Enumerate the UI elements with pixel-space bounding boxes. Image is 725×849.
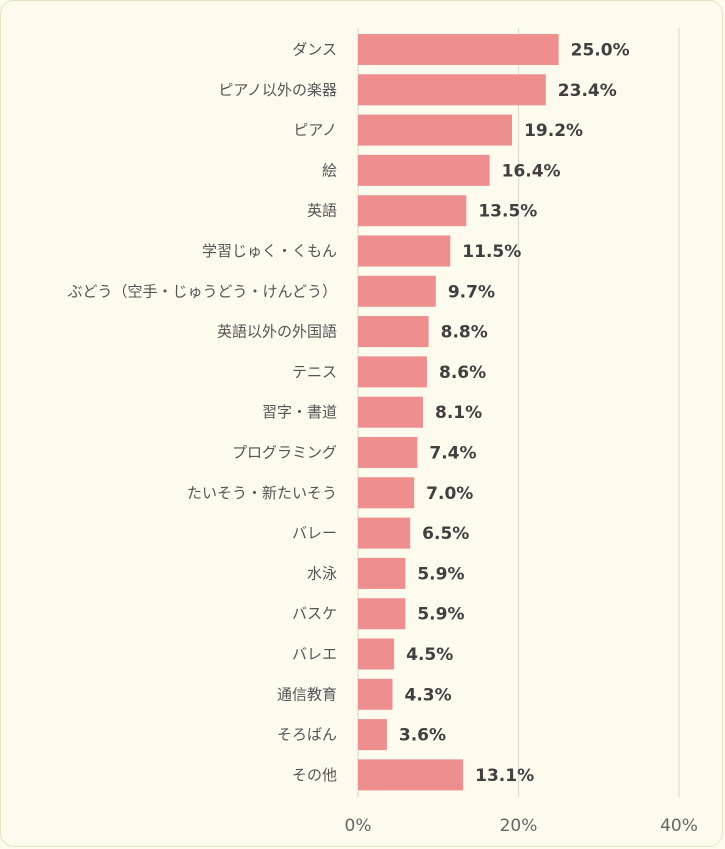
value-label: 16.4% <box>502 161 561 181</box>
category-label: 習字・書道 <box>262 403 337 421</box>
category-label: そろばん <box>277 726 337 744</box>
category-label: ぶどう（空手・じゅうどう・けんどう） <box>67 282 337 300</box>
bar <box>358 557 406 589</box>
bar <box>358 114 513 146</box>
value-label: 4.5% <box>406 645 453 665</box>
category-label: ピアノ <box>293 121 337 139</box>
category-label: バレエ <box>292 645 337 663</box>
value-label: 13.1% <box>475 766 534 786</box>
category-label: 学習じゅく・くもん <box>202 242 337 260</box>
value-label: 13.5% <box>478 202 537 222</box>
value-label: 7.0% <box>426 484 473 504</box>
bar <box>358 477 415 509</box>
x-tick-label: 0% <box>345 816 372 836</box>
x-tick-label: 20% <box>500 816 538 836</box>
category-label: 通信教育 <box>277 685 337 703</box>
bar <box>358 316 429 348</box>
value-label: 25.0% <box>571 41 630 61</box>
value-label: 23.4% <box>558 81 617 101</box>
category-label: バスケ <box>292 605 337 623</box>
category-label: ピアノ以外の楽器 <box>218 81 337 99</box>
category-label: 水泳 <box>307 564 337 582</box>
bar <box>358 638 395 670</box>
value-label: 19.2% <box>524 121 583 141</box>
bar <box>358 719 387 751</box>
bar <box>358 154 490 186</box>
category-label: ダンス <box>292 41 337 59</box>
category-label: プログラミング <box>232 444 337 462</box>
bar <box>358 34 559 65</box>
value-label: 9.7% <box>448 282 495 302</box>
category-label: 絵 <box>322 161 337 179</box>
category-label: 英語以外の外国語 <box>217 323 337 341</box>
value-label: 8.1% <box>435 403 482 423</box>
value-label: 6.5% <box>422 524 469 544</box>
value-label: 3.6% <box>399 726 446 746</box>
bar <box>358 396 424 428</box>
value-label: 11.5% <box>462 242 521 262</box>
bar <box>358 74 546 106</box>
value-label: 4.3% <box>405 685 452 705</box>
value-label: 8.6% <box>439 363 486 383</box>
bar <box>358 678 393 710</box>
value-label: 7.4% <box>429 444 476 464</box>
bar <box>358 759 464 791</box>
category-label: その他 <box>292 766 337 784</box>
category-label: たいそう・新たいそう <box>187 484 337 502</box>
bar <box>358 275 436 307</box>
value-label: 5.9% <box>417 564 464 584</box>
category-label: 英語 <box>307 202 337 220</box>
value-label: 8.8% <box>441 323 488 343</box>
x-tick-label: 40% <box>660 816 698 836</box>
bar <box>358 356 428 388</box>
bar <box>358 235 451 267</box>
bar <box>358 437 418 468</box>
category-label: バレー <box>292 524 337 542</box>
bar <box>358 598 406 630</box>
value-label: 5.9% <box>417 605 464 625</box>
bar <box>358 195 467 227</box>
category-label: テニス <box>292 363 337 381</box>
bar <box>358 517 411 549</box>
